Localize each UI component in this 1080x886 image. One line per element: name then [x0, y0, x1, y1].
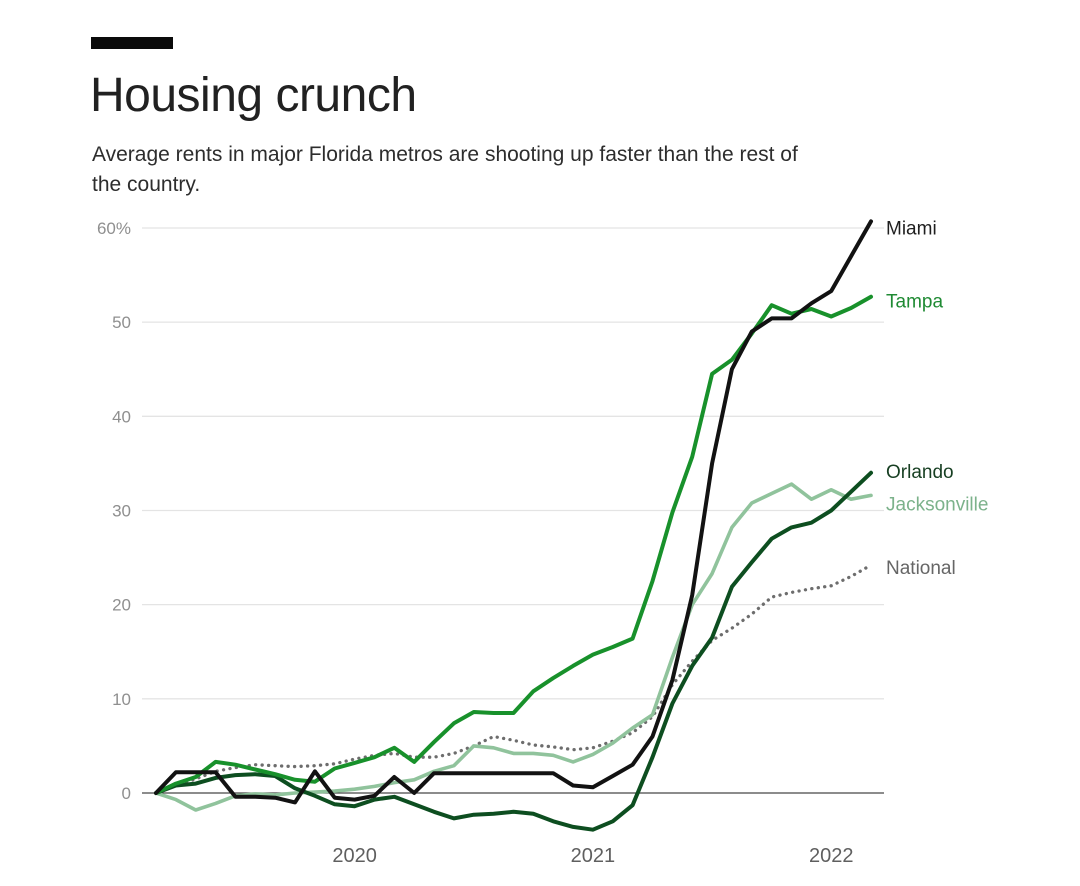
y-tick-label-20: 20: [112, 596, 131, 615]
y-tick-label-60: 60%: [97, 219, 131, 238]
series-line-national: [154, 563, 873, 795]
page-title: Housing crunch: [90, 69, 417, 122]
chart-subtitle: Average rents in major Florida metros ar…: [92, 140, 798, 200]
title-accent-bar: [91, 37, 173, 49]
subtitle-line-1: Average rents in major Florida metros ar…: [92, 143, 798, 166]
y-tick-label-10: 10: [112, 690, 131, 709]
x-tick-label-2022: 2022: [809, 845, 854, 867]
y-tick-label-50: 50: [112, 313, 131, 332]
x-tick-label-2020: 2020: [332, 845, 377, 867]
series-label-miami: Miami: [886, 218, 937, 239]
series-line-tampa: [154, 294, 873, 795]
series-label-jacksonville: Jacksonville: [886, 494, 988, 515]
series-label-orlando: Orlando: [886, 462, 954, 483]
y-tick-label-30: 30: [112, 501, 131, 520]
series-label-tampa: Tampa: [886, 292, 943, 313]
y-tick-label-0: 0: [122, 784, 131, 803]
series-line-miami: [154, 219, 873, 805]
series-line-jacksonville: [154, 482, 873, 812]
series-label-national: National: [886, 558, 956, 579]
y-tick-label-40: 40: [112, 407, 131, 426]
x-tick-label-2021: 2021: [571, 845, 616, 867]
subtitle-line-2: the country.: [92, 173, 201, 196]
series-line-orlando: [154, 470, 873, 832]
